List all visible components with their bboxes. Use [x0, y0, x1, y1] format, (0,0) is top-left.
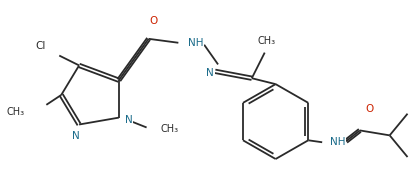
Text: N: N [125, 115, 133, 125]
Text: O: O [150, 16, 158, 26]
Text: CH₃: CH₃ [160, 124, 179, 134]
Text: CH₃: CH₃ [7, 107, 25, 117]
Text: N: N [206, 68, 214, 78]
Text: NH: NH [189, 38, 204, 48]
Text: NH: NH [330, 137, 346, 147]
Text: CH₃: CH₃ [258, 36, 276, 46]
Text: Cl: Cl [35, 41, 45, 51]
Text: O: O [366, 104, 374, 114]
Text: N: N [72, 131, 80, 141]
